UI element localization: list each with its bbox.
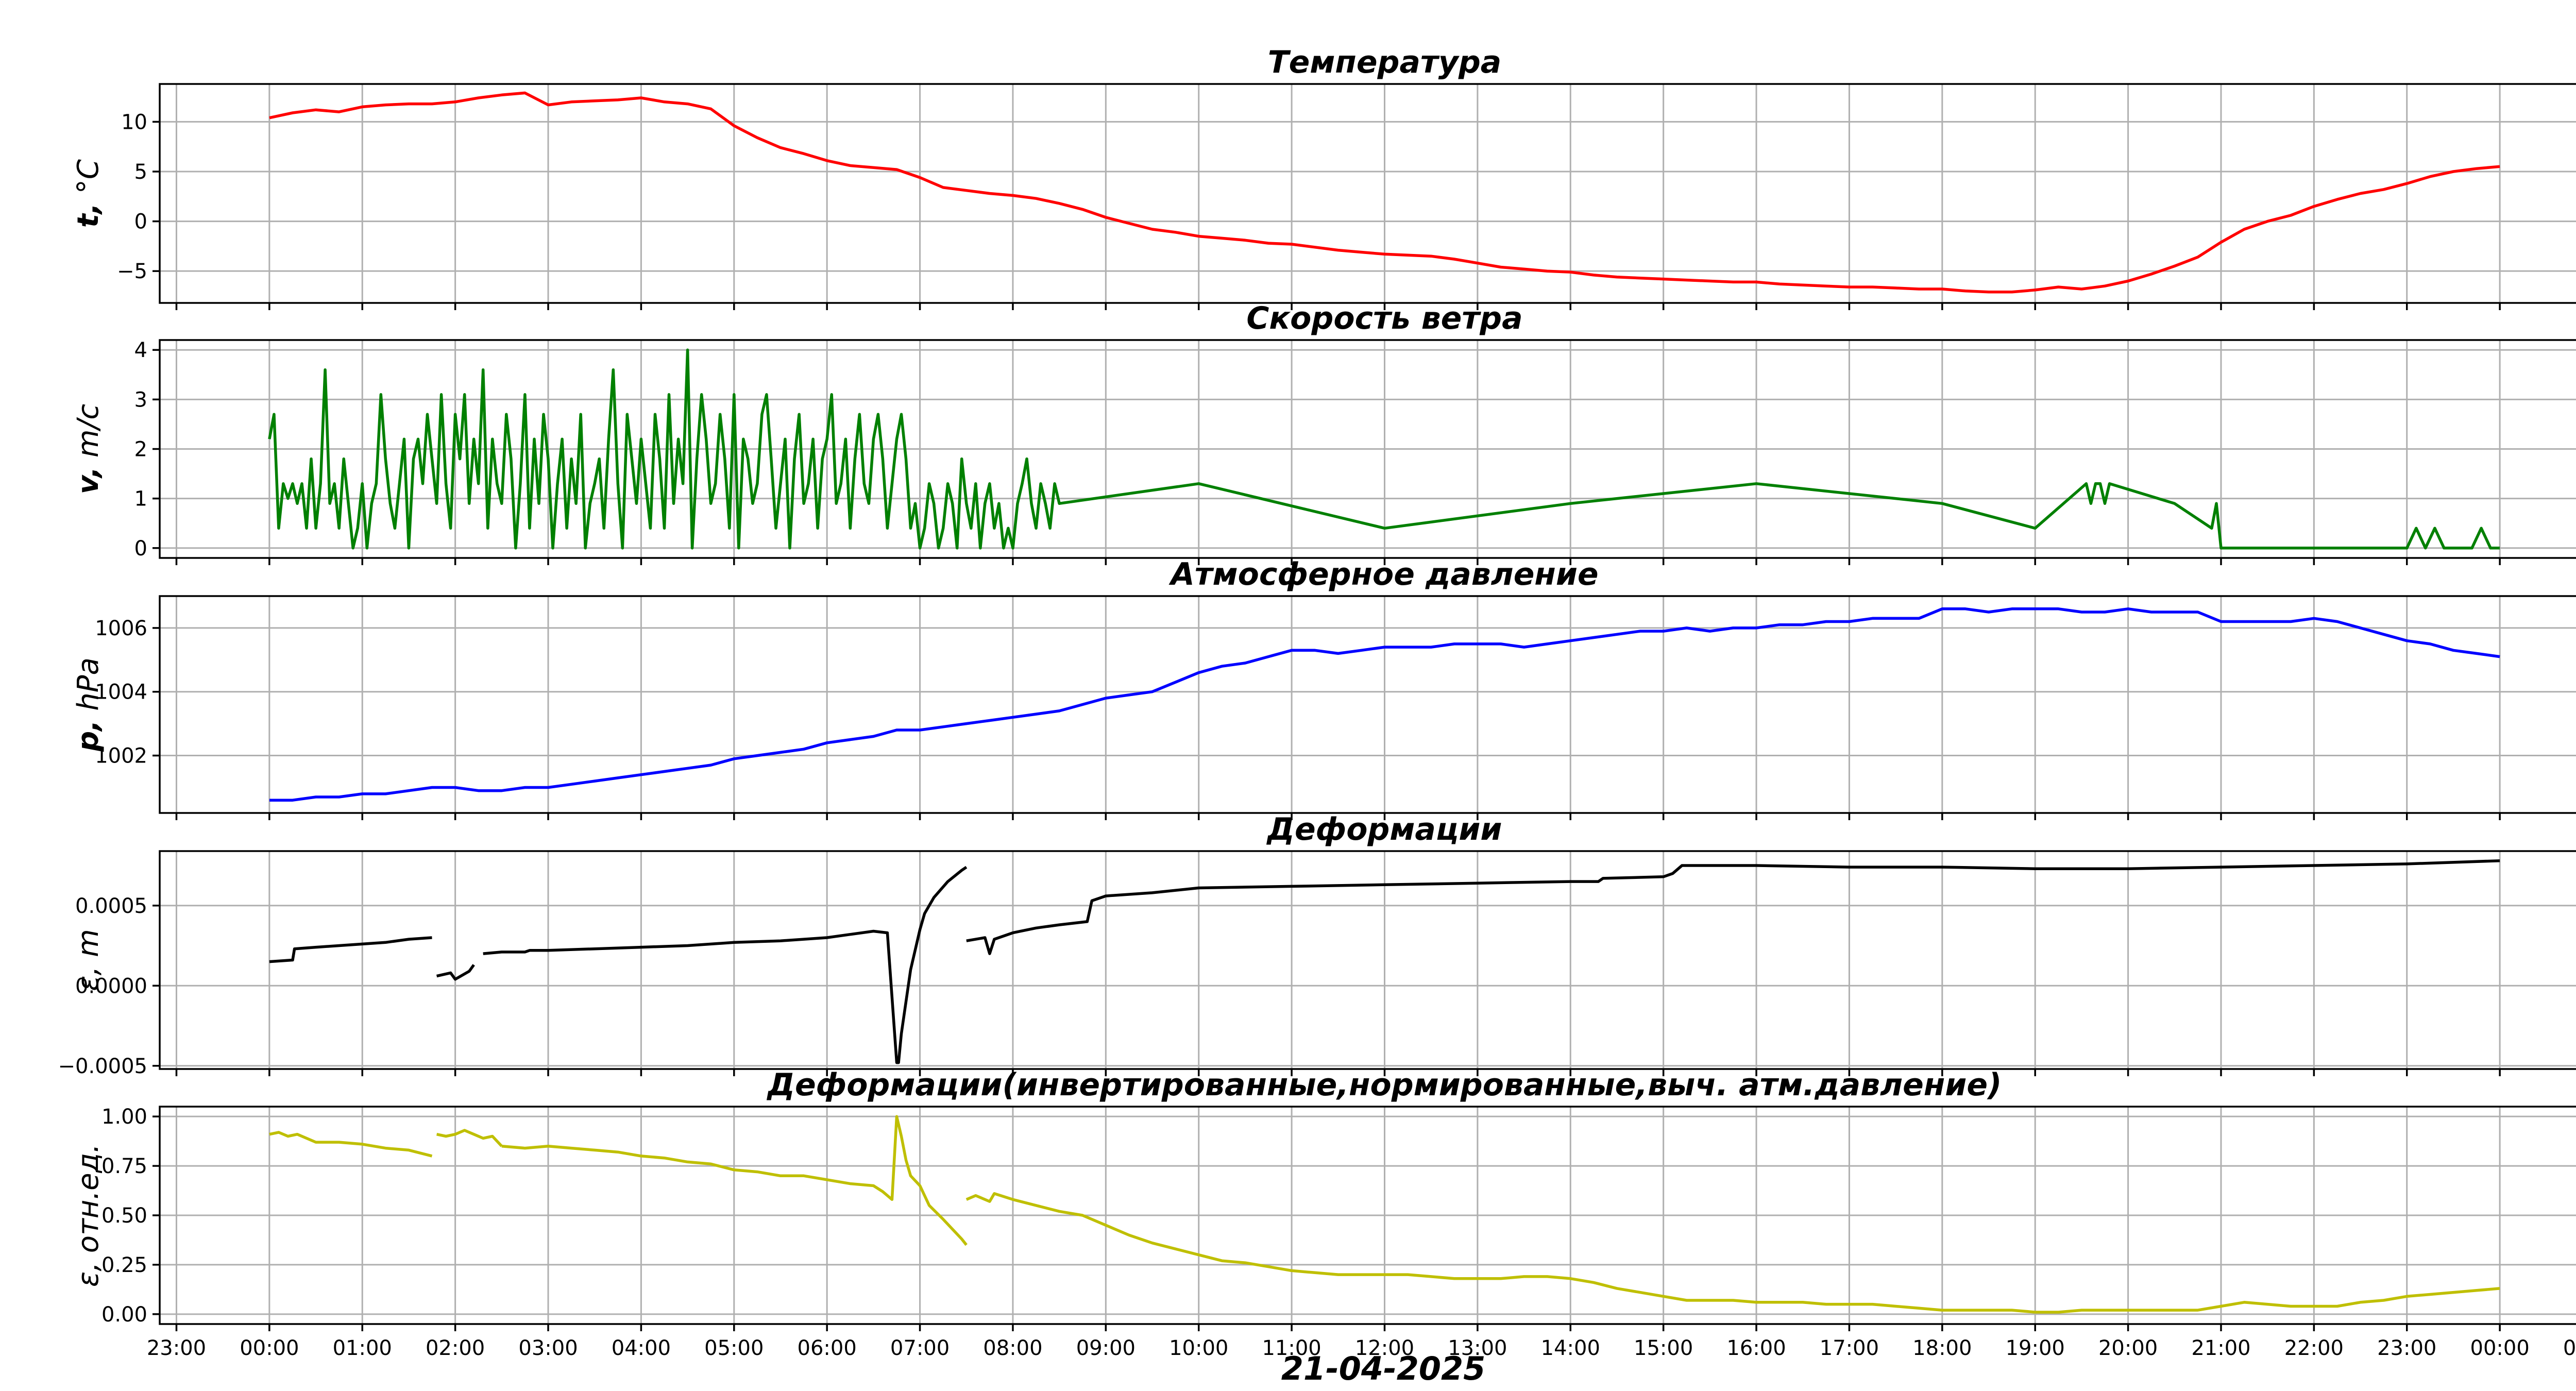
panel-1: −5 0 5 10 Температура t, °C xyxy=(72,44,2576,310)
y-tick-label: 0.0005 xyxy=(75,894,147,918)
y-axis-label: t, °C xyxy=(72,159,105,228)
y-tick-label: 3 xyxy=(134,388,147,412)
y-tick-label: 4 xyxy=(134,338,147,362)
x-tick-label: 16:00 xyxy=(1726,1336,1786,1360)
x-tick-label: 23:00 xyxy=(147,1336,206,1360)
y-axis-label-symbol: t, xyxy=(72,203,105,228)
y-tick-label: 5 xyxy=(134,160,147,184)
series-line-2 xyxy=(436,964,475,981)
series-line-1 xyxy=(269,1131,433,1158)
x-tick-label: 01:00 xyxy=(2563,1336,2576,1360)
y-tick-label: 0.00 xyxy=(101,1303,147,1327)
x-tick-label: 17:00 xyxy=(1820,1336,1879,1360)
series-line-4 xyxy=(966,859,2500,955)
x-tick-label: 14:00 xyxy=(1541,1336,1600,1360)
panel-title: Температура xyxy=(1268,44,1502,80)
x-tick-label: 02:00 xyxy=(426,1336,485,1360)
x-axis-date-label: 21-04-2025 xyxy=(1281,1350,1486,1387)
x-tick-label: 08:00 xyxy=(983,1336,1042,1360)
series-line-3 xyxy=(483,866,968,1064)
series-line-3 xyxy=(501,1115,968,1246)
y-tick-label: 10 xyxy=(121,110,147,134)
x-tick-label: 20:00 xyxy=(2098,1336,2158,1360)
y-tick-label: 0.50 xyxy=(101,1204,147,1228)
series-line-1 xyxy=(269,91,2500,294)
x-tick-label: 11:00 xyxy=(1262,1336,1321,1360)
x-tick-label: 21:00 xyxy=(2191,1336,2250,1360)
y-tick-label: 2 xyxy=(134,438,147,462)
y-tick-label: 0.75 xyxy=(101,1155,147,1178)
series-line-1 xyxy=(269,936,432,963)
y-tick-label: −0.0005 xyxy=(58,1055,147,1078)
x-tick-label: 06:00 xyxy=(798,1336,857,1360)
x-tick-label: 12:00 xyxy=(1355,1336,1414,1360)
series-line-1 xyxy=(268,348,2500,550)
series-line-1 xyxy=(269,607,2500,802)
x-tick-label: 13:00 xyxy=(1448,1336,1507,1360)
y-tick-label: 0 xyxy=(134,537,147,561)
panel-title: Деформации(инвертированные,нормированные… xyxy=(767,1067,2002,1103)
y-axis-label-unit: °C xyxy=(72,159,105,203)
panel-4: −0.0005 0.0000 0.0005 Деформации ε, m xyxy=(58,811,2576,1078)
series-line-4 xyxy=(965,1192,2500,1314)
x-tick-label: 07:00 xyxy=(890,1336,950,1360)
y-axis-label-symbol: p, xyxy=(72,720,105,752)
x-tick-label: 15:00 xyxy=(1634,1336,1693,1360)
x-tick-label: 03:00 xyxy=(518,1336,578,1360)
x-tick-label: 23:00 xyxy=(2377,1336,2436,1360)
panel-2: 0 1 2 3 4 Скорость ветра v, m/c xyxy=(72,300,2576,565)
x-tick-label: 01:00 xyxy=(333,1336,392,1360)
panel-title: Атмосферное давление xyxy=(1168,556,1598,592)
x-tick-label: 05:00 xyxy=(704,1336,764,1360)
x-tick-label: 04:00 xyxy=(612,1336,671,1360)
y-tick-label: 1 xyxy=(134,487,147,511)
y-axis-label: p, hPa xyxy=(72,657,105,752)
x-tick-label: 22:00 xyxy=(2284,1336,2344,1360)
x-tick-label: 10:00 xyxy=(1169,1336,1228,1360)
x-axis: 23:00 00:00 01:00 02:00 03:00 04:00 05:00 06:00… xyxy=(147,1336,2576,1360)
x-tick-label: 19:00 xyxy=(2006,1336,2065,1360)
panels: −5 0 5 10 Температура t, °C 0 1 2 3 4 Скорость ветр… xyxy=(58,44,2576,1331)
y-axis-label-symbol: v, xyxy=(72,467,105,494)
y-tick-label: 0.25 xyxy=(101,1253,147,1277)
y-axis-label-unit: ε, m xyxy=(72,929,105,991)
y-tick-label: 1002 xyxy=(95,744,147,768)
y-tick-label: 1.00 xyxy=(101,1105,147,1129)
x-tick-label: 18:00 xyxy=(1912,1336,1972,1360)
y-axis-label-unit: hPa xyxy=(72,657,105,720)
panel-5: 0.00 0.25 0.50 0.75 1.00 Деформации(инвертиро… xyxy=(72,1067,2576,1331)
plot-frame xyxy=(159,83,2576,304)
y-axis-label: ε, m xyxy=(72,929,105,991)
y-tick-label: 1004 xyxy=(95,681,147,704)
series-line-2 xyxy=(436,1129,503,1147)
y-axis-label: ε, отн.ед. xyxy=(72,1144,105,1287)
y-tick-label: 1006 xyxy=(95,617,147,640)
panel-title: Деформации xyxy=(1266,811,1502,847)
x-tick-label: 00:00 xyxy=(240,1336,299,1360)
x-tick-label: 09:00 xyxy=(1076,1336,1136,1360)
y-tick-label: 0 xyxy=(134,210,147,234)
y-axis-label-unit: m/c xyxy=(72,404,105,467)
y-axis-label: v, m/c xyxy=(72,404,105,494)
y-tick-label: −5 xyxy=(117,260,147,283)
y-tick-label: 0.0000 xyxy=(75,974,147,998)
x-tick-label: 00:00 xyxy=(2470,1336,2530,1360)
panel-3: 1002 1004 1006 Атмосферное давление p, hPa xyxy=(72,556,2576,820)
panel-title: Скорость ветра xyxy=(1246,300,1522,336)
y-axis-label-unit: ε, отн.ед. xyxy=(72,1144,105,1287)
